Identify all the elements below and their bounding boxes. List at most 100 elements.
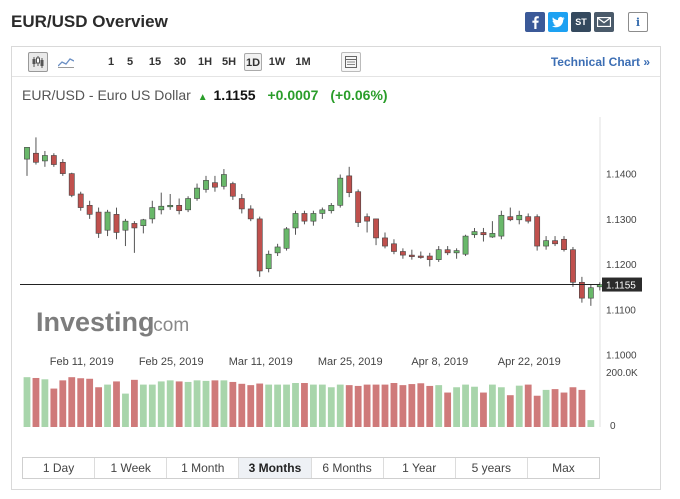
- candle-down: [507, 216, 514, 221]
- range-3-months-button[interactable]: 3 Months: [239, 458, 312, 478]
- range-selector: 1 Day 1 Week 1 Month 3 Months 6 Months 1 Year…: [22, 457, 600, 479]
- volume-bar: [184, 381, 192, 427]
- candle-down: [534, 216, 541, 247]
- volume-bar: [471, 386, 478, 427]
- candle-down: [355, 191, 362, 223]
- candle-up: [203, 180, 209, 190]
- interval-1h-button[interactable]: 1H: [197, 56, 213, 68]
- volume-bar: [122, 393, 129, 427]
- interval-1m-button[interactable]: 1M: [295, 56, 311, 68]
- range-1-year-button[interactable]: 1 Year: [384, 458, 456, 478]
- candle-down: [525, 216, 532, 222]
- candle-down: [373, 218, 379, 239]
- candle-up: [543, 240, 549, 247]
- volume-bar: [381, 384, 389, 427]
- interval-1w-button[interactable]: 1W: [268, 56, 286, 68]
- share-bar: ST i: [522, 12, 648, 34]
- interval-15-button[interactable]: 15: [148, 56, 162, 68]
- range-1-week-button[interactable]: 1 Week: [95, 458, 168, 478]
- candle-down: [480, 232, 487, 236]
- range-6-months-button[interactable]: 6 Months: [312, 458, 384, 478]
- interval-1-button[interactable]: 1: [107, 56, 115, 68]
- volume-bar: [506, 395, 514, 427]
- volume-bar: [193, 380, 201, 427]
- chart-settings-toggle[interactable]: [341, 52, 361, 72]
- technical-chart-link[interactable]: Technical Chart »: [550, 55, 650, 69]
- candle-down: [382, 237, 388, 247]
- candle-down: [570, 249, 576, 283]
- candle-down: [301, 213, 308, 222]
- volume-bar: [202, 380, 210, 427]
- info-button[interactable]: i: [628, 12, 648, 32]
- volume-bar: [354, 385, 362, 427]
- candle-up: [462, 235, 469, 255]
- candle-up: [185, 198, 191, 211]
- envelope-icon: [597, 17, 611, 27]
- volume-bar: [247, 385, 255, 427]
- candle-down: [68, 173, 75, 196]
- candle-up: [328, 205, 335, 212]
- volume-bar: [399, 385, 407, 427]
- candle-up: [122, 220, 129, 231]
- candlestick-chart-toggle[interactable]: [28, 52, 48, 72]
- chart-toolbar: 1 5 15 30 1H 5H 1D 1W 1M Technical Chart »: [12, 47, 660, 77]
- candle-up: [221, 174, 227, 187]
- candle-down: [408, 254, 415, 257]
- candle-down: [578, 281, 585, 299]
- volume-bar: [408, 384, 416, 427]
- twitter-icon: [551, 16, 564, 28]
- date-tick-label: Feb 25, 2019: [139, 356, 204, 368]
- candle-up: [435, 249, 442, 260]
- volume-bar: [372, 384, 380, 427]
- volume-bar: [113, 381, 120, 427]
- candle-down: [552, 240, 558, 245]
- range-5-years-button[interactable]: 5 years: [456, 458, 528, 478]
- current-price-badge: [602, 277, 642, 292]
- investing-watermark: Investing: [36, 307, 155, 337]
- candle-down: [113, 214, 120, 233]
- volume-bar: [524, 384, 532, 427]
- facebook-share-button[interactable]: [525, 12, 545, 32]
- candle-down: [131, 223, 138, 229]
- range-1-month-button[interactable]: 1 Month: [167, 458, 240, 478]
- volume-tick-label: 200.0K: [606, 368, 638, 379]
- volume-bar: [301, 383, 308, 427]
- price-tick-label: 1.1000: [606, 351, 637, 362]
- interval-1d-button[interactable]: 1D: [244, 53, 262, 71]
- candle-down: [33, 152, 39, 163]
- last-price: 1.1155: [213, 87, 256, 103]
- twitter-share-button[interactable]: [548, 12, 568, 32]
- interval-5-button[interactable]: 5: [126, 56, 134, 68]
- volume-bar: [95, 387, 102, 427]
- volume-bar: [551, 389, 559, 427]
- area-chart-toggle[interactable]: [56, 52, 76, 72]
- candle-up: [516, 214, 523, 221]
- price-chart[interactable]: 1.1400 1.1300 1.1200 1.1100 1.1000 Investing.…: [12, 47, 660, 452]
- volume-bar: [41, 379, 49, 427]
- date-tick-label: Feb 11, 2019: [50, 356, 114, 368]
- candle-down: [561, 238, 567, 250]
- range-max-button[interactable]: Max: [552, 461, 575, 475]
- volume-bar: [292, 383, 299, 427]
- volume-bar: [104, 384, 111, 427]
- price-tick-label: 1.1200: [606, 260, 637, 271]
- range-1-day-button[interactable]: 1 Day: [23, 458, 96, 478]
- candle-up: [158, 205, 165, 211]
- candle-up: [283, 228, 290, 249]
- volume-bar: [453, 387, 460, 427]
- page-header: EUR/USD Overview ST i: [0, 0, 680, 44]
- interval-30-button[interactable]: 30: [173, 56, 187, 68]
- volume-bar: [175, 381, 183, 427]
- candle-up: [489, 233, 496, 238]
- volume-bar: [462, 384, 469, 427]
- candle-up: [167, 205, 174, 208]
- volume-bar: [274, 384, 281, 427]
- candle-down: [256, 218, 263, 272]
- email-share-button[interactable]: [594, 12, 614, 32]
- candle-up: [310, 213, 317, 222]
- candle-up: [587, 287, 594, 299]
- area-chart-icon: [58, 58, 74, 68]
- candle-down: [229, 183, 236, 197]
- stocktwits-share-button[interactable]: ST: [571, 12, 591, 32]
- interval-5h-button[interactable]: 5H: [221, 56, 237, 68]
